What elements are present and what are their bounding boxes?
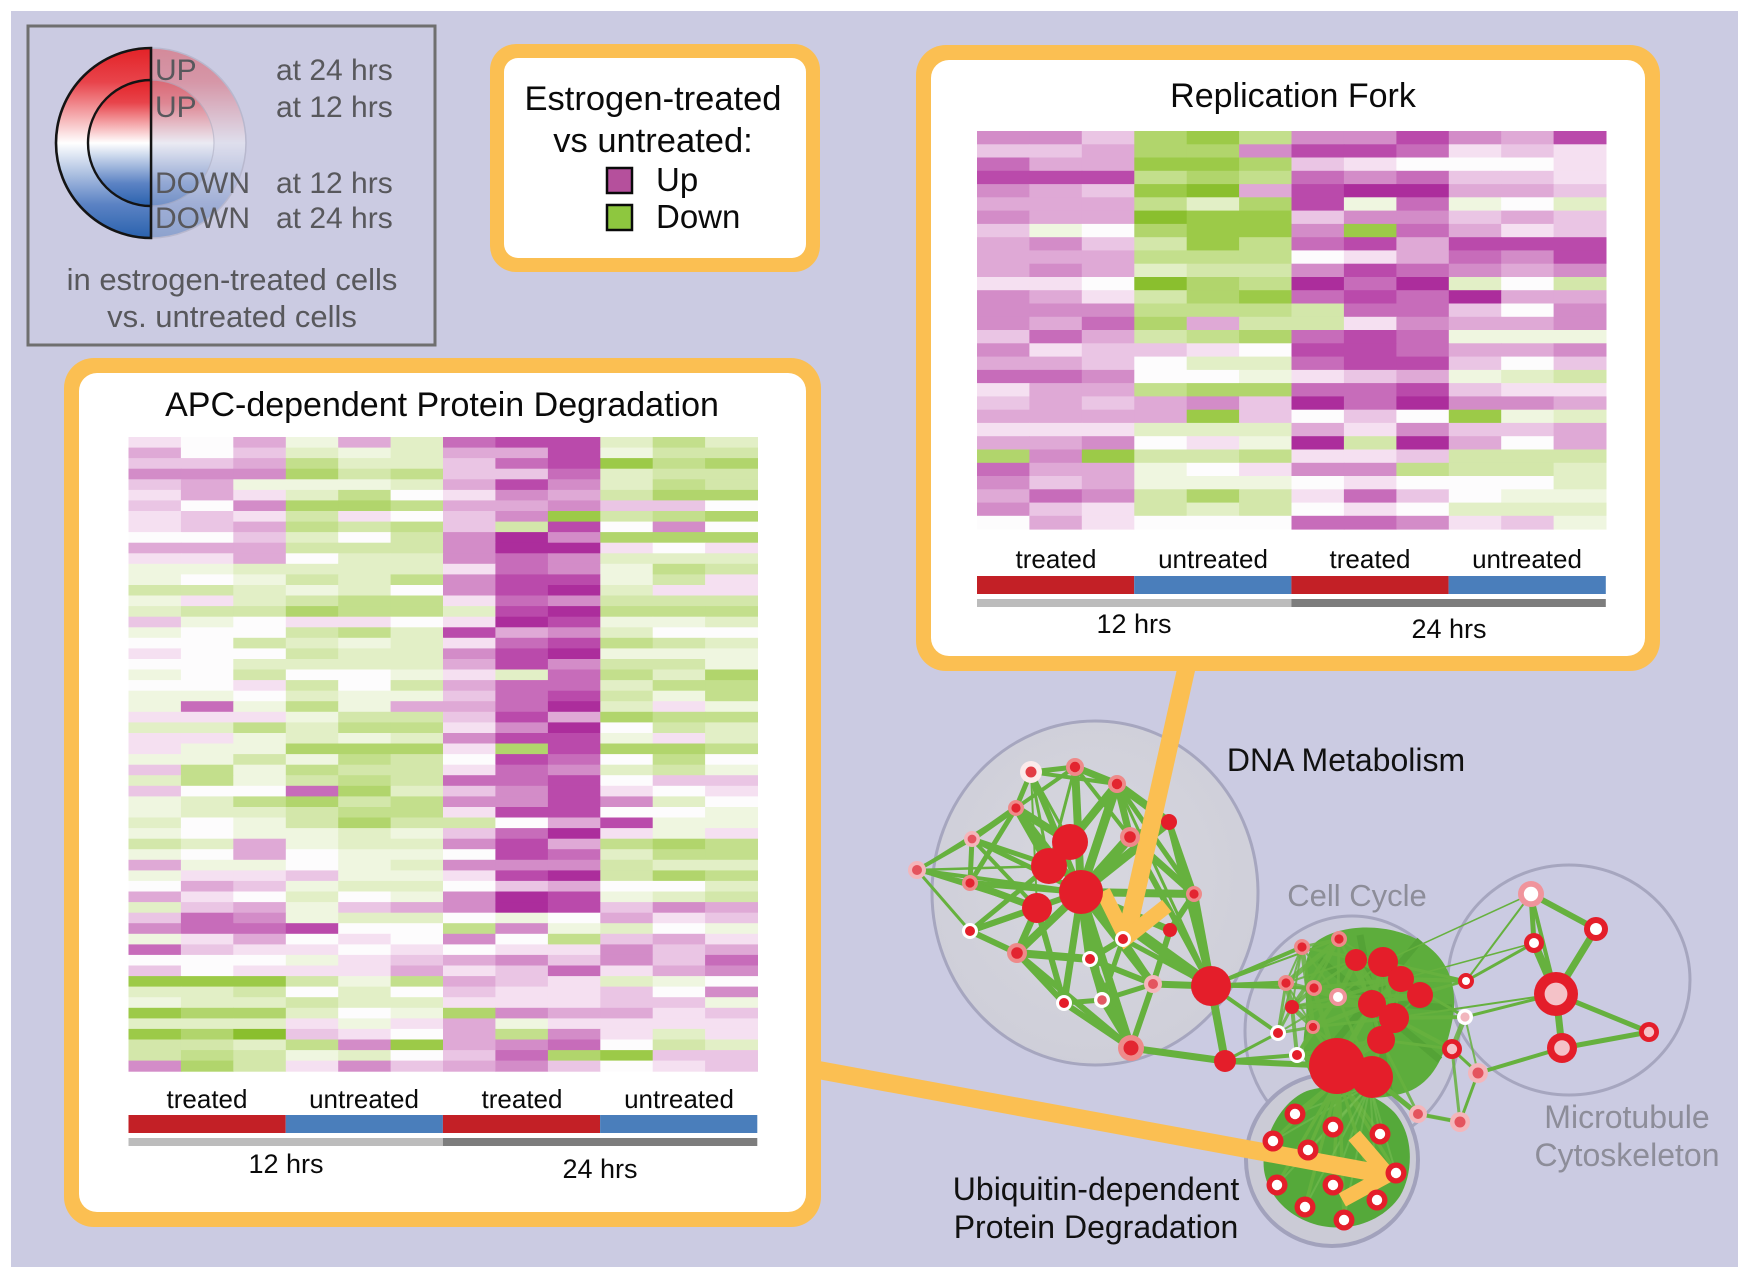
svg-text:Cell Cycle: Cell Cycle: [1287, 878, 1427, 913]
svg-text:treated: treated: [1016, 544, 1097, 574]
svg-text:treated: treated: [167, 1084, 248, 1114]
svg-text:untreated: untreated: [309, 1084, 419, 1114]
svg-text:UP: UP: [155, 91, 197, 124]
svg-text:Microtubule: Microtubule: [1544, 1099, 1709, 1135]
svg-text:untreated: untreated: [1472, 544, 1582, 574]
svg-text:treated: treated: [1330, 544, 1411, 574]
svg-text:Estrogen-treated: Estrogen-treated: [525, 80, 782, 118]
svg-text:Replication Fork: Replication Fork: [1170, 77, 1417, 115]
svg-text:Up: Up: [656, 161, 698, 198]
svg-text:untreated: untreated: [624, 1084, 734, 1114]
svg-text:24 hrs: 24 hrs: [1411, 614, 1486, 644]
svg-text:at 12 hrs: at 12 hrs: [276, 91, 393, 124]
svg-text:UP: UP: [155, 54, 197, 87]
svg-text:at 24 hrs: at 24 hrs: [276, 202, 393, 235]
svg-text:DNA Metabolism: DNA Metabolism: [1227, 742, 1465, 778]
svg-text:untreated: untreated: [1158, 544, 1268, 574]
svg-text:treated: treated: [482, 1084, 563, 1114]
svg-text:24 hrs: 24 hrs: [562, 1154, 637, 1184]
svg-text:DOWN: DOWN: [155, 202, 250, 235]
svg-text:in estrogen-treated cells: in estrogen-treated cells: [67, 262, 398, 297]
svg-text:vs untreated:: vs untreated:: [553, 122, 752, 160]
svg-text:APC-dependent Protein Degradat: APC-dependent Protein Degradation: [165, 386, 719, 424]
svg-text:DOWN: DOWN: [155, 167, 250, 200]
svg-text:at 12 hrs: at 12 hrs: [276, 167, 393, 200]
svg-text:12 hrs: 12 hrs: [248, 1149, 323, 1179]
svg-text:Protein Degradation: Protein Degradation: [954, 1209, 1239, 1245]
svg-text:Ubiquitin-dependent: Ubiquitin-dependent: [953, 1171, 1240, 1207]
svg-text:vs. untreated cells: vs. untreated cells: [107, 299, 357, 334]
svg-text:at 24 hrs: at 24 hrs: [276, 54, 393, 87]
svg-text:12 hrs: 12 hrs: [1096, 609, 1171, 639]
svg-text:Down: Down: [656, 198, 740, 235]
svg-text:Cytoskeleton: Cytoskeleton: [1535, 1137, 1720, 1173]
